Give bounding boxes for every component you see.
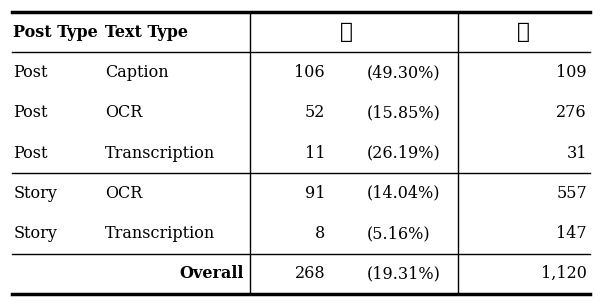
Text: Post Type: Post Type (13, 24, 98, 41)
Text: Overall: Overall (179, 265, 244, 282)
Text: Post: Post (13, 144, 48, 162)
Text: (5.16%): (5.16%) (367, 225, 431, 242)
Text: 268: 268 (294, 265, 325, 282)
Text: 147: 147 (556, 225, 587, 242)
Text: 11: 11 (305, 144, 325, 162)
Text: (49.30%): (49.30%) (367, 64, 441, 81)
Text: Caption: Caption (105, 64, 169, 81)
Text: 91: 91 (305, 185, 325, 202)
Text: Post: Post (13, 64, 48, 81)
Text: ✘: ✘ (517, 21, 530, 43)
Text: ✔: ✔ (340, 21, 353, 43)
Text: Story: Story (13, 225, 57, 242)
Text: Story: Story (13, 185, 57, 202)
Text: Transcription: Transcription (105, 225, 216, 242)
Text: (19.31%): (19.31%) (367, 265, 441, 282)
Text: 1,120: 1,120 (541, 265, 587, 282)
Text: OCR: OCR (105, 185, 143, 202)
Text: 109: 109 (556, 64, 587, 81)
Text: Post: Post (13, 104, 48, 121)
Text: 557: 557 (556, 185, 587, 202)
Text: Transcription: Transcription (105, 144, 216, 162)
Text: OCR: OCR (105, 104, 143, 121)
Text: 31: 31 (566, 144, 587, 162)
Text: (14.04%): (14.04%) (367, 185, 441, 202)
Text: (26.19%): (26.19%) (367, 144, 441, 162)
Text: 52: 52 (305, 104, 325, 121)
Text: (15.85%): (15.85%) (367, 104, 441, 121)
Text: Text Type: Text Type (105, 24, 188, 41)
Text: 276: 276 (556, 104, 587, 121)
Text: 106: 106 (294, 64, 325, 81)
Text: 8: 8 (315, 225, 325, 242)
